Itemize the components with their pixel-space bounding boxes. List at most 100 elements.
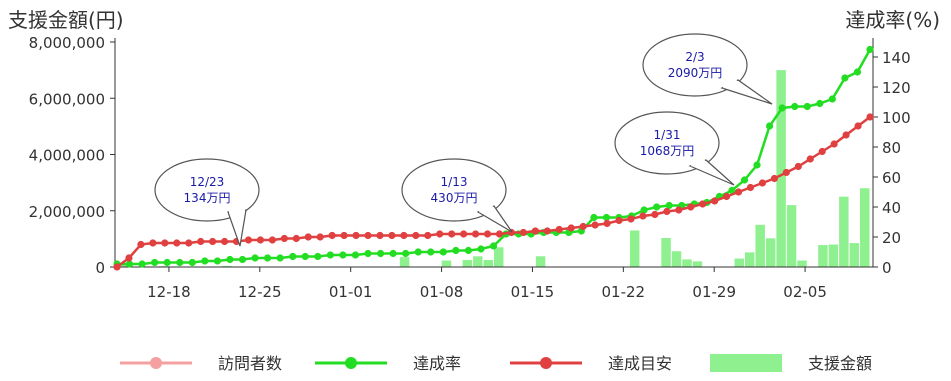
series-point bbox=[280, 234, 288, 243]
series-point bbox=[818, 147, 826, 156]
bar bbox=[117, 264, 127, 267]
callout-date: 1/31 bbox=[654, 128, 681, 142]
lines-group bbox=[113, 45, 874, 271]
series-point bbox=[163, 258, 171, 267]
series-point bbox=[794, 162, 802, 171]
series-point bbox=[495, 230, 504, 238]
series-point bbox=[722, 192, 731, 201]
series-point bbox=[555, 225, 563, 234]
legend-marker bbox=[150, 357, 162, 369]
series-line bbox=[116, 116, 871, 268]
annotation-callout: 1/31 1068万円 bbox=[614, 111, 735, 186]
series-point bbox=[615, 216, 623, 225]
series-point bbox=[256, 236, 265, 244]
bar bbox=[776, 70, 786, 267]
series-point bbox=[753, 161, 761, 169]
right-tick-label: 80 bbox=[882, 139, 901, 157]
bar bbox=[629, 230, 640, 267]
series-point bbox=[340, 231, 348, 240]
series-point bbox=[424, 231, 432, 240]
series-point bbox=[828, 95, 836, 103]
legend-item[interactable]: 支援金額 bbox=[710, 354, 872, 373]
bar bbox=[828, 244, 839, 267]
series-point bbox=[782, 168, 790, 177]
annotation-group: 12/23 134万円 1/13 430万円 1/31 1068万円 2/3 2090万円 bbox=[154, 33, 773, 247]
right-tick-label: 100 bbox=[882, 109, 911, 127]
bar bbox=[671, 251, 682, 267]
right-tick-label: 40 bbox=[882, 199, 901, 217]
bar bbox=[755, 224, 765, 267]
series-point bbox=[806, 155, 814, 163]
series-point bbox=[830, 140, 838, 148]
left-tick-label: 6,000,000 bbox=[29, 90, 105, 108]
series-point bbox=[125, 260, 134, 268]
series-point bbox=[866, 45, 874, 54]
series-point bbox=[591, 221, 599, 229]
series-point bbox=[125, 254, 133, 262]
series-point bbox=[651, 210, 659, 219]
series-point bbox=[328, 231, 336, 240]
right-tick-label: 120 bbox=[882, 79, 911, 97]
series-point bbox=[791, 102, 799, 111]
callout-date: 2/3 bbox=[685, 50, 704, 64]
legend-item[interactable]: 達成目安 bbox=[510, 354, 672, 373]
bar bbox=[462, 259, 473, 267]
callout-amount: 134万円 bbox=[184, 191, 231, 205]
right-tick-label: 60 bbox=[882, 169, 901, 187]
callout-bubble bbox=[154, 158, 260, 222]
series-point bbox=[316, 233, 324, 241]
series-point bbox=[351, 251, 360, 259]
callout-bubble bbox=[614, 111, 720, 175]
series-point bbox=[464, 246, 472, 255]
legend-label: 達成目安 bbox=[608, 354, 672, 373]
series-point bbox=[639, 212, 647, 220]
right-tick-label: 0 bbox=[882, 259, 892, 277]
bar bbox=[692, 261, 703, 267]
series-point bbox=[590, 213, 598, 222]
series-point bbox=[452, 246, 460, 255]
series-point bbox=[389, 249, 397, 258]
series-point bbox=[663, 207, 671, 216]
left-tick-label: 4,000,000 bbox=[29, 147, 105, 165]
bar bbox=[682, 259, 692, 267]
x-tick-label: 01-22 bbox=[602, 283, 646, 301]
series-point bbox=[531, 227, 539, 235]
bar bbox=[734, 258, 744, 267]
series-point bbox=[640, 206, 648, 214]
callout-seam bbox=[722, 79, 738, 89]
series-point bbox=[854, 122, 862, 130]
series-point bbox=[326, 251, 334, 259]
series-point bbox=[197, 237, 205, 246]
series-point bbox=[149, 239, 157, 247]
x-tick-label: 02-05 bbox=[783, 283, 827, 301]
right-tick-label: 20 bbox=[882, 229, 901, 247]
series-point bbox=[188, 258, 196, 267]
series-point bbox=[364, 231, 372, 240]
series-point bbox=[414, 248, 422, 256]
legend-item[interactable]: 訪問者数 bbox=[120, 354, 282, 373]
bar bbox=[441, 260, 452, 267]
bar bbox=[818, 245, 828, 267]
series-point bbox=[238, 255, 247, 264]
x-tick-label: 01-15 bbox=[511, 283, 555, 301]
legend-marker bbox=[540, 357, 552, 369]
series-point bbox=[376, 231, 384, 240]
left-axis-title: 支援金額(円) bbox=[8, 8, 124, 32]
right-axis-title: 達成率(%) bbox=[845, 8, 940, 32]
series-point bbox=[268, 236, 276, 244]
series-point bbox=[483, 230, 492, 238]
series-point bbox=[301, 252, 309, 261]
series-point bbox=[842, 131, 850, 139]
series-point bbox=[213, 257, 221, 265]
series-point bbox=[352, 231, 360, 240]
legend-item[interactable]: 達成率 bbox=[315, 354, 461, 373]
series-point bbox=[292, 234, 300, 243]
annotation-callout: 2/3 2090万円 bbox=[642, 33, 773, 105]
series-point bbox=[402, 249, 410, 258]
series-point bbox=[244, 236, 253, 244]
callout-amount: 1068万円 bbox=[640, 144, 695, 158]
series-point bbox=[602, 213, 611, 222]
x-tick-label: 01-29 bbox=[692, 283, 736, 301]
callout-amount: 430万円 bbox=[431, 191, 478, 205]
series-point bbox=[176, 258, 184, 267]
